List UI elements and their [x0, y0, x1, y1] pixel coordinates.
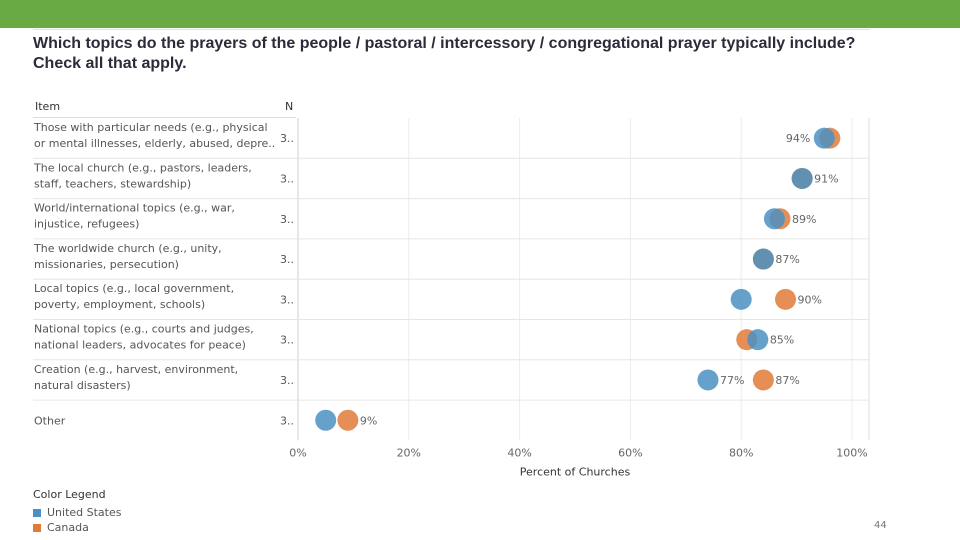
chart-title: Which topics do the prayers of the peopl…: [33, 35, 856, 72]
dot-united-states: [813, 127, 835, 149]
dot-canada: [337, 409, 359, 431]
data-label: 87%: [775, 374, 799, 387]
row-n-value: 3..: [280, 172, 294, 185]
legend-title: Color Legend: [33, 488, 106, 501]
row-n-value: 3..: [280, 253, 294, 266]
x-tick-label: 60%: [618, 446, 642, 459]
dot-canada: [752, 369, 774, 391]
row-label: Creation (e.g., harvest, environment,: [34, 363, 238, 376]
color-legend: Color Legend United States Canada: [33, 488, 122, 535]
row-label: Local topics (e.g., local government,: [34, 282, 234, 295]
dot-canada: [775, 288, 797, 310]
data-label: 9%: [360, 414, 377, 427]
x-tick-label: 80%: [729, 446, 753, 459]
row-n-value: 3..: [280, 334, 294, 347]
row-n-value: 3..: [280, 293, 294, 306]
x-tick-label: 100%: [836, 446, 867, 459]
legend-label-united-states: United States: [47, 506, 122, 519]
data-label: 90%: [798, 293, 822, 306]
row-n-value: 3..: [280, 213, 294, 226]
row-label: The worldwide church (e.g., unity,: [33, 242, 222, 255]
legend-item-united-states[interactable]: United States: [33, 505, 122, 520]
row-label: Those with particular needs (e.g., physi…: [33, 121, 268, 134]
data-label: 87%: [775, 253, 799, 266]
row-label: Other: [34, 414, 66, 427]
page-number: 44: [874, 520, 887, 531]
data-label: 94%: [786, 132, 810, 145]
legend-swatch-canada: [33, 523, 41, 532]
row-label: injustice, refugees): [34, 218, 139, 231]
data-label: 77%: [720, 374, 744, 387]
row-n-value: 3..: [280, 132, 294, 145]
row-label: staff, teachers, stewardship): [34, 177, 191, 190]
dot-united-states: [747, 329, 769, 351]
legend-item-canada[interactable]: Canada: [33, 520, 122, 535]
top-accent-bar: [0, 0, 960, 28]
row-label: national leaders, advocates for peace): [34, 339, 246, 352]
row-label: or mental illnesses, elderly, abused, de…: [34, 137, 275, 150]
row-n-value: 3..: [280, 414, 294, 427]
title-rule: [33, 29, 870, 30]
x-tick-label: 20%: [397, 446, 421, 459]
column-header-item: Item: [35, 100, 60, 113]
dot-united-states: [730, 288, 752, 310]
data-label: 91%: [814, 172, 838, 185]
row-label: World/international topics (e.g., war,: [34, 202, 235, 215]
row-label: poverty, employment, schools): [34, 298, 205, 311]
x-tick-label: 40%: [507, 446, 531, 459]
x-axis-title: Percent of Churches: [520, 465, 631, 478]
dot-united-states: [697, 369, 719, 391]
dot-united-states: [763, 208, 785, 230]
data-label: 85%: [770, 334, 794, 347]
legend-label-canada: Canada: [47, 521, 89, 534]
legend-swatch-united-states: [33, 508, 41, 517]
dot-united-states: [791, 167, 813, 189]
row-label: missionaries, persecution): [34, 258, 179, 271]
row-label: National topics (e.g., courts and judges…: [34, 323, 254, 336]
column-header-n: N: [285, 100, 293, 113]
data-label: 89%: [792, 213, 816, 226]
row-label: natural disasters): [34, 379, 131, 392]
dot-united-states: [752, 248, 774, 270]
dot-united-states: [315, 409, 337, 431]
x-tick-label: 0%: [289, 446, 306, 459]
row-n-value: 3..: [280, 374, 294, 387]
row-label: The local church (e.g., pastors, leaders…: [33, 161, 252, 174]
